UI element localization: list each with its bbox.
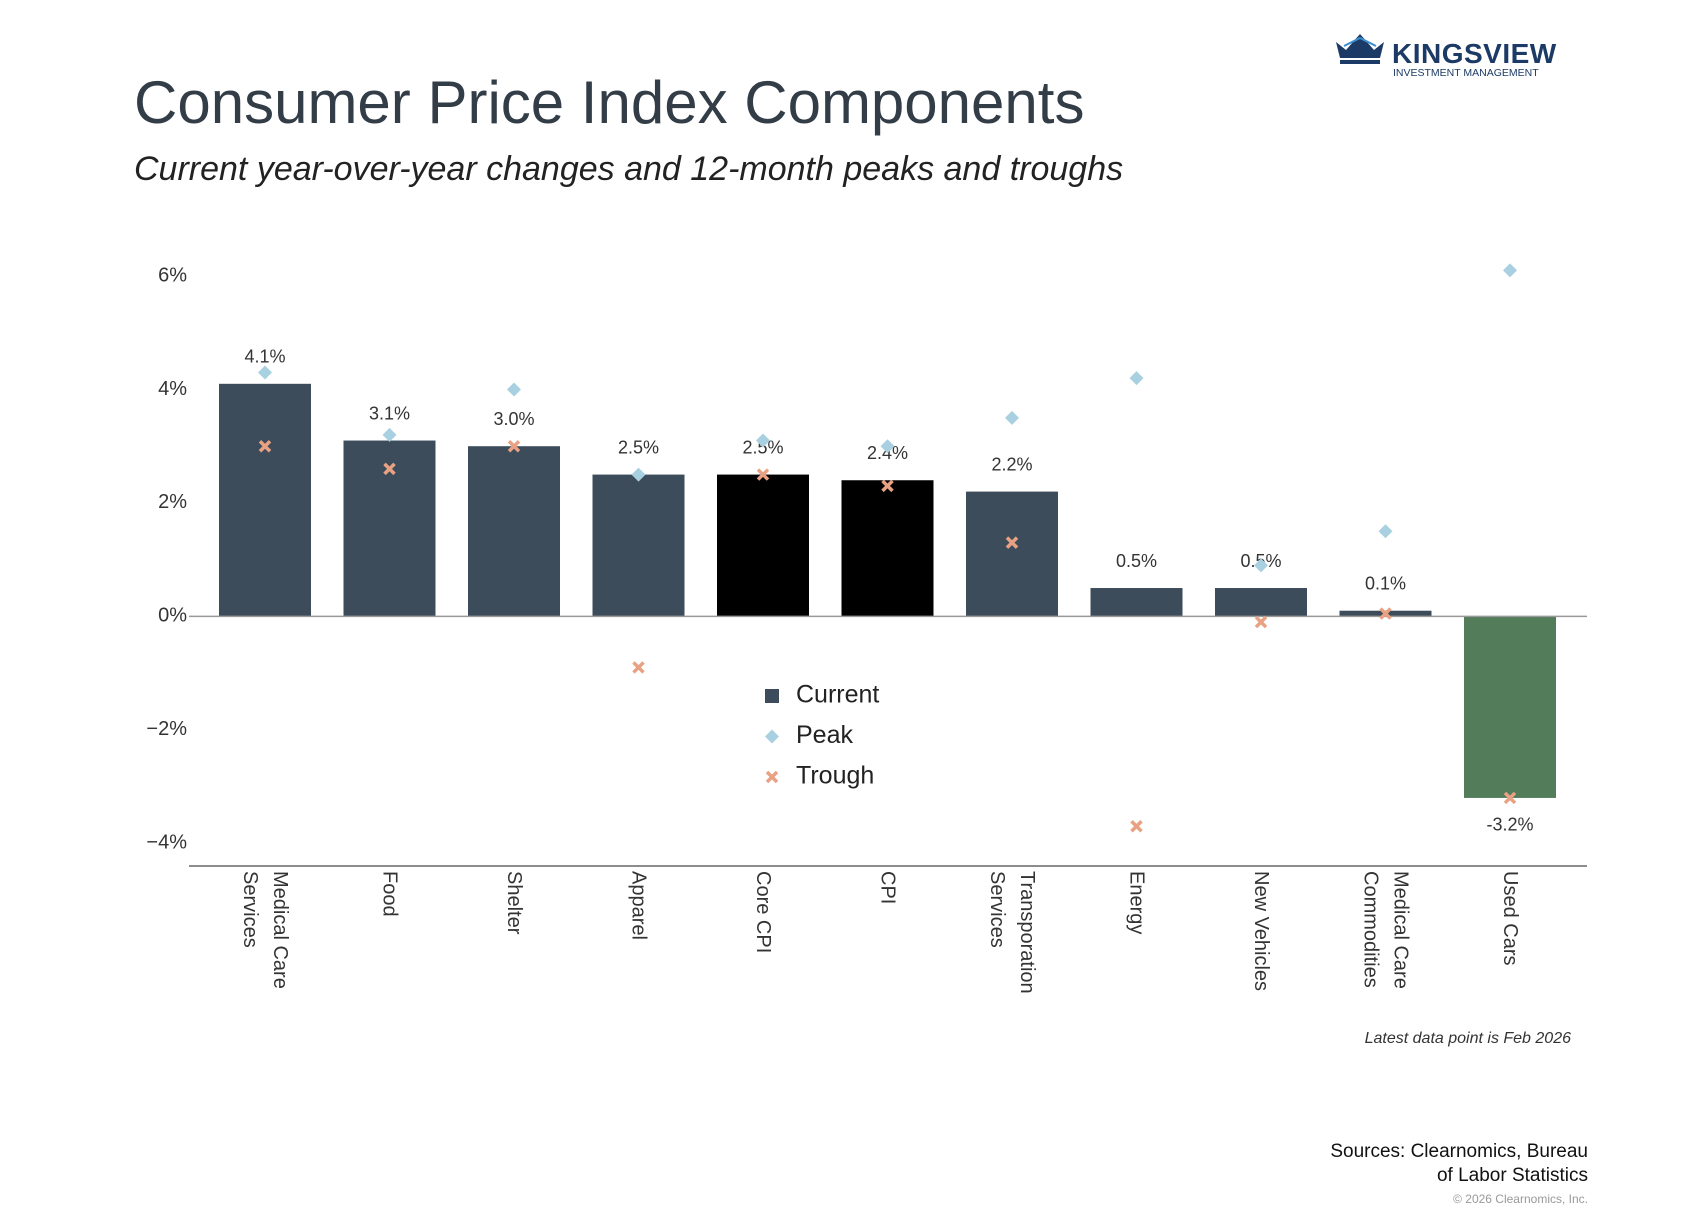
chart-note: Latest data point is Feb 2026	[1364, 1030, 1571, 1047]
x-tick-label: Food	[378, 871, 401, 917]
bar	[468, 446, 560, 617]
y-tick-label: 2%	[158, 491, 187, 513]
y-tick-label: 4%	[158, 378, 187, 400]
legend-swatch	[765, 770, 779, 784]
peak-marker	[382, 427, 397, 442]
data-label: 3.1%	[369, 403, 410, 423]
trough-marker	[1254, 615, 1268, 629]
legend-label: Current	[796, 681, 879, 709]
bar	[717, 474, 809, 617]
bar	[1215, 588, 1307, 617]
data-label: 0.1%	[1365, 573, 1406, 593]
x-tick-label: Core CPI	[752, 871, 774, 954]
peak-marker	[1129, 371, 1144, 386]
x-tick-label: Medical Care Commodities	[1359, 871, 1412, 989]
x-tick-label: Medical Care Services	[239, 871, 291, 989]
data-label: -3.2%	[1486, 815, 1533, 835]
trough-marker	[756, 468, 770, 481]
trough-marker	[881, 479, 894, 493]
bar	[966, 491, 1058, 617]
data-label: 3.0%	[493, 409, 534, 429]
legend-label: Trough	[796, 762, 874, 790]
data-label: 0.5%	[1116, 551, 1157, 571]
data-label: 4.1%	[244, 347, 285, 367]
chart-title: Consumer Price Index Components	[134, 69, 1085, 136]
x-tick-label: CPI	[876, 871, 899, 905]
peak-marker	[507, 382, 521, 397]
x-tick-label: Apparel	[627, 871, 650, 940]
trough-marker	[258, 439, 272, 453]
bar	[841, 480, 934, 617]
x-tick-label: New Vehicles	[1250, 871, 1272, 992]
x-tick-label: Transporation Services	[986, 871, 1038, 994]
peak-marker	[1254, 558, 1268, 573]
copyright: © 2026 Clearnomics, Inc.	[1453, 1192, 1588, 1206]
x-tick-label: Energy	[1125, 871, 1148, 935]
brand: KINGSVIEW	[1392, 38, 1557, 69]
trough-marker	[632, 661, 645, 674]
y-tick-label: −4%	[146, 832, 187, 854]
peak-marker	[258, 365, 272, 380]
peak-marker	[756, 433, 770, 448]
trough-marker	[1503, 791, 1517, 805]
peak-marker	[1378, 524, 1393, 539]
bar	[219, 383, 311, 617]
bar	[1464, 616, 1556, 798]
x-tick-label: Used Cars	[1499, 871, 1521, 966]
peak-marker	[631, 467, 646, 482]
legend-label: Peak	[796, 721, 853, 749]
x-tick-label: Shelter	[503, 871, 525, 935]
trough-marker	[383, 462, 396, 476]
peak-marker	[880, 439, 895, 454]
peak-marker	[1005, 410, 1019, 425]
logo-icon	[1336, 34, 1384, 64]
brand-subtitle: INVESTMENT MANAGEMENT	[1393, 67, 1539, 79]
chart-subtitle: Current year-over-year changes and 12-mo…	[134, 150, 1124, 188]
trough-marker	[1379, 607, 1392, 620]
y-tick-label: 0%	[158, 605, 187, 627]
legend-swatch	[765, 689, 779, 703]
legend-swatch	[765, 729, 779, 744]
trough-marker	[507, 439, 521, 453]
y-tick-label: 6%	[158, 264, 187, 286]
y-tick-label: −2%	[146, 718, 187, 740]
data-label: 2.5%	[618, 437, 659, 457]
bar	[1090, 588, 1183, 617]
sources: Sources: Clearnomics, Bureau of Labor St…	[1330, 1141, 1588, 1186]
data-label: 2.2%	[991, 454, 1032, 474]
peak-marker	[1503, 263, 1517, 278]
bar	[592, 474, 685, 617]
trough-marker	[1130, 820, 1143, 833]
trough-marker	[1005, 536, 1019, 549]
